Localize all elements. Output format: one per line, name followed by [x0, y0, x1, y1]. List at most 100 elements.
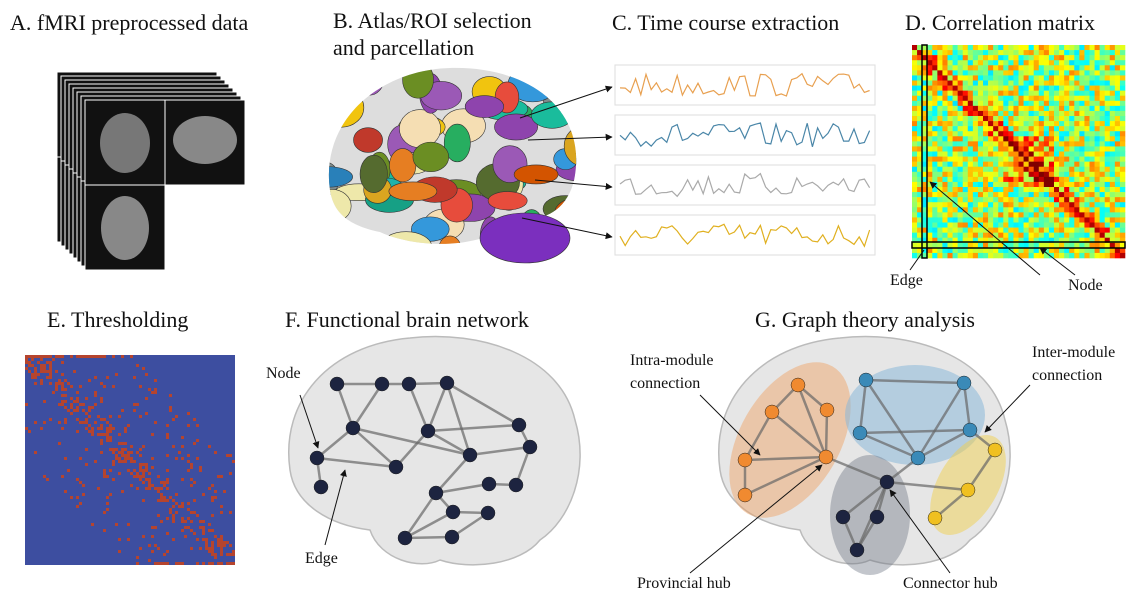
matrix-cell — [1029, 55, 1034, 60]
matrix-cell — [1013, 177, 1018, 182]
matrix-cell — [1003, 192, 1008, 197]
matrix-cell — [1008, 223, 1013, 228]
matrix-cell — [1064, 86, 1069, 91]
matrix-cell — [1074, 223, 1079, 228]
matrix-cell — [1054, 116, 1059, 121]
matrix-cell — [1074, 75, 1079, 80]
matrix-cell — [1100, 182, 1105, 187]
matrix-cell — [1110, 136, 1115, 141]
matrix-cell — [968, 96, 973, 101]
network-node — [738, 488, 752, 502]
matrix-cell — [948, 146, 953, 151]
matrix-cell — [1120, 45, 1125, 50]
matrix-cell — [1105, 177, 1110, 182]
matrix-cell — [1024, 207, 1029, 212]
matrix-cell — [1084, 228, 1089, 233]
threshold-cell — [205, 544, 208, 547]
matrix-cell — [1019, 187, 1024, 192]
threshold-cell — [208, 562, 211, 565]
matrix-cell — [988, 187, 993, 192]
matrix-cell — [1054, 187, 1059, 192]
matrix-cell — [1039, 167, 1044, 172]
matrix-cell — [1095, 152, 1100, 157]
matrix-cell — [973, 253, 978, 258]
matrix-cell — [1003, 217, 1008, 222]
matrix-cell — [963, 157, 968, 162]
threshold-cell — [181, 529, 184, 532]
matrix-cell — [912, 207, 917, 212]
matrix-cell — [932, 212, 937, 217]
matrix-cell — [998, 55, 1003, 60]
matrix-cell — [1095, 126, 1100, 131]
threshold-cell — [28, 361, 31, 364]
matrix-cell — [948, 141, 953, 146]
matrix-cell — [978, 121, 983, 126]
matrix-cell — [1054, 81, 1059, 86]
matrix-cell — [963, 146, 968, 151]
matrix-cell — [932, 223, 937, 228]
matrix-cell — [1008, 96, 1013, 101]
matrix-cell — [988, 192, 993, 197]
threshold-cell — [64, 406, 67, 409]
matrix-cell — [1090, 55, 1095, 60]
threshold-cell — [124, 460, 127, 463]
threshold-cell — [25, 361, 28, 364]
matrix-cell — [937, 121, 942, 126]
matrix-cell — [1008, 50, 1013, 55]
matrix-cell — [912, 192, 917, 197]
matrix-cell — [1059, 177, 1064, 182]
matrix-cell — [1100, 207, 1105, 212]
matrix-cell — [1110, 141, 1115, 146]
matrix-cell — [1084, 121, 1089, 126]
matrix-cell — [1090, 91, 1095, 96]
matrix-cell — [998, 60, 1003, 65]
threshold-cell — [217, 562, 220, 565]
threshold-cell — [136, 472, 139, 475]
threshold-cell — [208, 487, 211, 490]
matrix-cell — [948, 207, 953, 212]
matrix-cell — [1120, 217, 1125, 222]
matrix-cell — [1034, 111, 1039, 116]
matrix-cell — [1069, 136, 1074, 141]
matrix-cell — [1034, 121, 1039, 126]
threshold-cell — [49, 367, 52, 370]
matrix-cell — [1064, 65, 1069, 70]
matrix-cell — [927, 172, 932, 177]
matrix-cell — [1069, 65, 1074, 70]
threshold-cell — [118, 433, 121, 436]
threshold-cell — [46, 370, 49, 373]
threshold-cell — [34, 370, 37, 373]
matrix-cell — [1064, 223, 1069, 228]
threshold-cell — [220, 547, 223, 550]
matrix-cell — [1003, 253, 1008, 258]
matrix-cell — [1019, 141, 1024, 146]
matrix-cell — [1003, 111, 1008, 116]
matrix-cell — [948, 86, 953, 91]
matrix-cell — [1044, 177, 1049, 182]
matrix-cell — [1095, 192, 1100, 197]
matrix-cell — [953, 187, 958, 192]
matrix-cell — [1069, 157, 1074, 162]
threshold-cell — [211, 547, 214, 550]
matrix-cell — [1039, 197, 1044, 202]
matrix-cell — [942, 116, 947, 121]
matrix-cell — [932, 141, 937, 146]
matrix-cell — [1100, 116, 1105, 121]
matrix-cell — [1019, 136, 1024, 141]
threshold-cell — [160, 520, 163, 523]
matrix-cell — [1110, 55, 1115, 60]
matrix-cell — [1100, 126, 1105, 131]
matrix-cell — [1079, 187, 1084, 192]
matrix-cell — [942, 81, 947, 86]
threshold-cell — [121, 448, 124, 451]
matrix-cell — [1039, 60, 1044, 65]
matrix-cell — [993, 253, 998, 258]
matrix-cell — [973, 187, 978, 192]
matrix-cell — [978, 212, 983, 217]
matrix-cell — [953, 136, 958, 141]
matrix-cell — [983, 136, 988, 141]
matrix-cell — [1059, 212, 1064, 217]
matrix-cell — [1120, 121, 1125, 126]
matrix-cell — [1029, 65, 1034, 70]
threshold-cell — [142, 475, 145, 478]
